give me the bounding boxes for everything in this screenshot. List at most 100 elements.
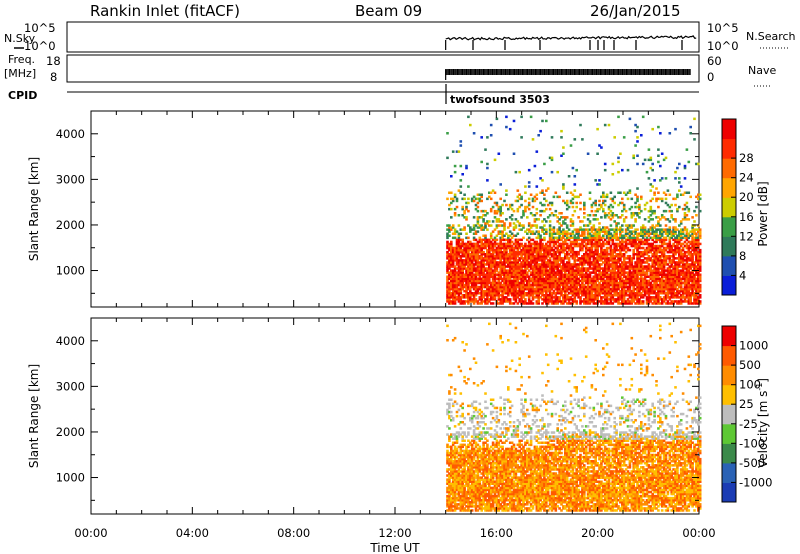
power-cell: [552, 292, 556, 295]
power-cell: [518, 292, 521, 295]
power-cell: [457, 232, 461, 235]
power-cell: [586, 285, 590, 289]
power-cell: [537, 273, 540, 276]
power-cell: [592, 300, 596, 303]
power-cell: [594, 271, 597, 274]
power-cell: [622, 191, 626, 194]
power-cell: [508, 302, 512, 305]
power-cell: [535, 275, 539, 278]
power-cell: [450, 197, 453, 201]
power-cell: [600, 146, 603, 149]
power-cell: [486, 283, 489, 287]
power-cell: [480, 279, 483, 283]
power-cell: [514, 292, 518, 295]
power-cell: [598, 144, 601, 147]
power-cell: [489, 271, 493, 274]
power-cell: [634, 236, 637, 240]
power-cell: [672, 296, 675, 299]
power-cell: [638, 255, 641, 258]
power-cell: [678, 285, 681, 289]
power-cell: [687, 236, 691, 240]
power-cell: [505, 242, 508, 246]
power-cell: [535, 261, 539, 264]
power-cell: [603, 273, 607, 276]
power-cell: [499, 248, 502, 252]
power-cell: [657, 255, 660, 258]
power-cell: [603, 212, 607, 215]
power-cell: [522, 300, 525, 303]
power-cell: [685, 232, 689, 235]
power-cell: [641, 269, 645, 272]
power-cell: [507, 261, 510, 264]
power-cell: [531, 199, 535, 203]
power-cell: [469, 248, 472, 252]
power-cell: [472, 302, 476, 305]
power-cell: [609, 300, 613, 303]
power-cell: [600, 271, 603, 274]
power-cell: [491, 253, 495, 256]
power-cell: [451, 283, 455, 287]
power-cell: [630, 292, 634, 295]
power-cell: [685, 273, 689, 276]
power-cell: [522, 265, 525, 268]
power-cell: [524, 248, 527, 252]
power-cell: [679, 287, 683, 291]
power-cell: [640, 255, 643, 258]
power-cell: [446, 234, 449, 237]
power-cell: [615, 238, 618, 242]
power-cell: [535, 255, 539, 258]
power-cell: [630, 230, 634, 233]
power-cell: [668, 232, 672, 235]
power-cell: [558, 230, 561, 233]
power-cell: [678, 255, 681, 258]
power-cell: [486, 212, 489, 215]
power-cell: [558, 259, 561, 262]
power-cell: [548, 269, 552, 272]
power-cell: [674, 265, 677, 268]
power-cell: [514, 170, 518, 174]
power-cell: [472, 242, 476, 246]
power-cell: [516, 285, 520, 289]
power-cell: [461, 205, 464, 209]
power-heatmap: [446, 115, 702, 305]
power-cell: [676, 279, 679, 283]
power-cell: [501, 269, 504, 272]
power-cell: [659, 302, 662, 305]
power-cell: [527, 300, 531, 303]
power-cell: [592, 285, 596, 289]
power-cell: [480, 259, 483, 262]
power-cell: [640, 246, 643, 250]
power-cell: [499, 289, 502, 293]
power-cell: [598, 265, 601, 268]
power-cell: [676, 302, 679, 305]
power-cell: [524, 207, 527, 211]
power-cell: [594, 292, 597, 295]
power-cell: [556, 220, 559, 223]
power-cell: [489, 283, 493, 287]
power-cell: [533, 259, 537, 262]
power-cell: [556, 261, 559, 264]
power-cell: [681, 277, 685, 281]
power-cell: [562, 250, 565, 254]
power-cell: [478, 269, 482, 272]
power-cell: [564, 265, 567, 268]
power-cell: [562, 283, 565, 287]
power-cell: [605, 271, 609, 274]
power-cell: [605, 263, 609, 266]
power-cell: [674, 285, 677, 289]
power-cell: [474, 275, 478, 278]
power-cell: [470, 275, 474, 278]
power-cell: [668, 296, 672, 299]
power-cell: [491, 294, 495, 297]
power-cell: [448, 294, 451, 297]
power-cell: [537, 283, 540, 287]
power-cell: [681, 275, 685, 278]
power-cell: [590, 255, 594, 258]
power-cell: [641, 300, 645, 303]
power-cell: [676, 228, 679, 231]
power-cell: [524, 298, 527, 301]
power-cell: [499, 205, 502, 209]
power-cell: [535, 257, 539, 260]
power-cell: [588, 298, 592, 301]
power-cell: [632, 271, 635, 274]
